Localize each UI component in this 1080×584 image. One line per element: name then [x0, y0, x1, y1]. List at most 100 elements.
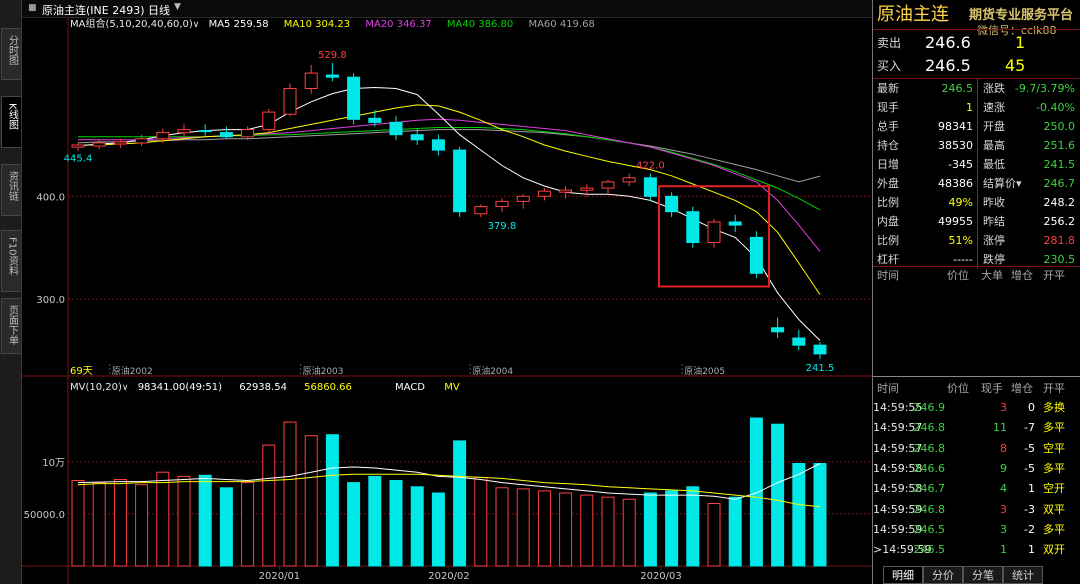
tick-type: 多平	[1043, 522, 1065, 536]
candle-body	[177, 129, 191, 134]
chart-titlebar: ■ 原油主连(INE 2493) 日线 ▼	[22, 0, 872, 18]
stat-value: 281.8	[1043, 234, 1076, 247]
tab-order-label: 页面下单	[6, 305, 18, 345]
big-col-oi: 增仓	[1011, 269, 1033, 282]
ma60-legend: MA60 419.68	[528, 19, 595, 30]
tab-intraday-chart[interactable]: 分时图	[1, 28, 21, 80]
menu-square-icon[interactable]: ■	[28, 3, 37, 13]
tick-price: 246.5	[913, 543, 946, 557]
tick-oi: -5	[1024, 441, 1035, 455]
tab-detail[interactable]: 明细	[883, 566, 923, 584]
tick-time: 14:59:58	[873, 461, 923, 475]
mv-label[interactable]: MV(10,20)	[70, 382, 122, 393]
stat-label: 最新	[877, 82, 899, 95]
ask-row[interactable]: 卖出 246.6 1	[873, 32, 1080, 54]
bid-label: 买入	[877, 59, 902, 73]
tick-qty: 3	[1000, 522, 1007, 536]
stat-label: 涨跌	[983, 82, 1005, 95]
candle-body	[283, 88, 297, 115]
tab-intraday-label: 分时图	[6, 35, 18, 65]
bid-row[interactable]: 买入 246.5 45	[873, 55, 1080, 77]
tick-oi: -5	[1024, 461, 1035, 475]
tab-kline-chart[interactable]: K线图	[1, 96, 21, 148]
volume-bar	[537, 490, 551, 567]
stat-label: 杠杆	[877, 253, 899, 266]
ticks-header: 时间 价位 现手 增仓 开平	[873, 379, 1080, 398]
tab-price-distribution[interactable]: 分价	[923, 566, 963, 584]
quote-stat-row: 杠杆 ----- 跌停 230.5	[873, 250, 1080, 269]
tab-news-chain[interactable]: 资讯链	[1, 164, 21, 216]
tick-row: 14:59:57 246.8 11 -7 多平	[873, 418, 1080, 437]
volume-bar	[813, 463, 827, 567]
volume-bar	[156, 471, 170, 567]
price-tick-label: 300.0	[36, 295, 65, 306]
candle-body	[368, 117, 382, 123]
tab-macd[interactable]: MACD	[395, 382, 426, 393]
volume-bar	[389, 480, 403, 567]
candle-body	[325, 74, 339, 78]
tick-time: 14:59:59	[873, 522, 923, 536]
ma-group-label[interactable]: MA组合(5,10,20,40,60,0)	[70, 19, 193, 30]
chevron-down-icon[interactable]: ∨	[121, 383, 129, 393]
stat-value: -0.40%	[1036, 101, 1075, 114]
tab-tick-by-tick[interactable]: 分笔	[963, 566, 1003, 584]
volume-bar	[474, 476, 488, 567]
stat-label[interactable]: 结算价▾	[983, 177, 1022, 190]
tick-type: 空开	[1043, 482, 1065, 496]
period-selector[interactable]: 日线	[148, 4, 170, 17]
volume-bar	[728, 496, 742, 567]
tab-page-order[interactable]: 页面下单	[1, 298, 21, 354]
ma40-legend: MA40 386.80	[446, 19, 514, 30]
chevron-down-icon[interactable]: ▼	[174, 2, 181, 12]
stat-divider	[977, 136, 978, 155]
price-annotation: 422.0	[636, 161, 665, 172]
stat-value: 248.2	[1043, 196, 1076, 209]
tab-f10-info[interactable]: F10资料	[1, 230, 21, 292]
candle-body	[813, 344, 827, 355]
tick-row: 14:59:59 246.5 3 -2 多平	[873, 520, 1080, 539]
stat-value: 241.5	[1043, 158, 1076, 171]
price-annotation: 529.8	[318, 50, 347, 61]
ask-label: 卖出	[877, 36, 902, 50]
stat-label: 开盘	[983, 120, 1005, 133]
tick-qty: 8	[1000, 441, 1007, 455]
candle-body	[707, 221, 721, 243]
stat-value: 49%	[948, 196, 973, 209]
volume-bar	[113, 479, 127, 567]
candle-body	[135, 138, 149, 144]
chart-area[interactable]: 400.0 300.0 10万 50000.0 原油2002 原油2003 原油2004 原油…	[22, 18, 872, 584]
stat-divider	[977, 212, 978, 231]
contract-title: 原油主连(INE 2493)	[42, 4, 145, 17]
stat-divider	[977, 79, 978, 98]
ticks-col-type: 开平	[1043, 382, 1065, 395]
volume-bar	[368, 475, 382, 567]
kline-chart[interactable]: 400.0 300.0 10万 50000.0 原油2002 原油2003 原油2004 原油…	[22, 18, 872, 584]
tab-mv[interactable]: MV	[444, 382, 460, 393]
stat-divider	[977, 174, 978, 193]
candle-body	[622, 177, 636, 183]
volume-bar	[325, 434, 339, 567]
ma5-legend: MA5 259.58	[208, 19, 269, 30]
candle-body	[71, 144, 85, 148]
volume-bar	[792, 463, 806, 567]
tick-time: 14:59:57	[873, 421, 923, 435]
chevron-down-icon[interactable]: ∨	[192, 20, 200, 30]
tick-type: 双开	[1043, 543, 1065, 557]
stat-divider	[977, 231, 978, 250]
volume-bar	[707, 503, 721, 567]
tab-statistics[interactable]: 统计	[1003, 566, 1043, 584]
candle-body	[304, 72, 318, 89]
stat-value: 246.5	[941, 82, 974, 95]
tick-type: 多平	[1043, 421, 1065, 435]
date-label: 2020/02	[428, 571, 470, 582]
candle-body	[410, 134, 424, 141]
tick-qty: 9	[1000, 461, 1007, 475]
volume-tick-label: 10万	[42, 458, 65, 469]
volume-bar	[749, 417, 763, 567]
stat-value: -----	[953, 253, 973, 266]
tick-row: 14:59:59 246.8 3 -3 双平	[873, 500, 1080, 519]
stat-divider	[977, 117, 978, 136]
tick-time: >14:59:59	[873, 543, 932, 557]
stat-label: 速涨	[983, 101, 1005, 114]
quote-stat-row: 日增 -345 最低 241.5	[873, 155, 1080, 174]
